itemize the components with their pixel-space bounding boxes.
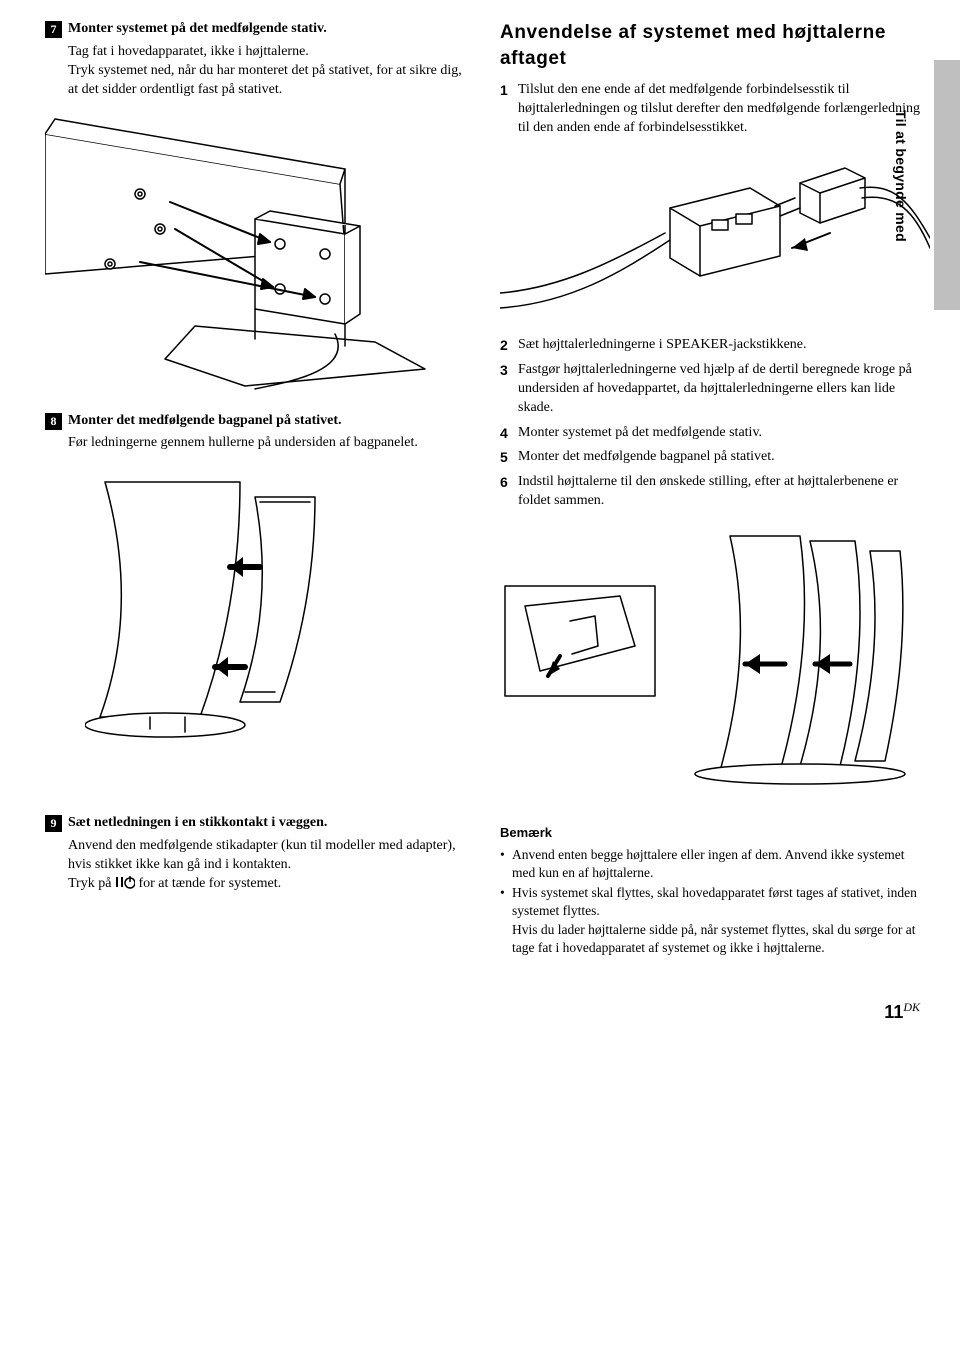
left-col-top: 7 Monter systemet på det medfølgende sta… xyxy=(45,20,465,804)
left-col-bottom: 9 Sæt netledningen i en stikkontakt i væ… xyxy=(45,814,465,959)
list-num-2: 2 xyxy=(500,336,508,355)
step9-body1: Anvend den medfølgende stikadapter (kun … xyxy=(68,837,465,875)
step8-title: Monter det medfølgende bagpanel på stati… xyxy=(68,412,342,431)
step7-body2: Tryk systemet ned, når du har monteret d… xyxy=(68,62,465,100)
top-row: 7 Monter systemet på det medfølgende sta… xyxy=(45,20,920,804)
list-item-2: 2 Sæt højttalerledningerne i SPEAKER-jack… xyxy=(500,336,930,355)
power-icon xyxy=(115,875,135,896)
step8-body: Før ledningerne gennem hullerne på under… xyxy=(68,434,465,453)
list-item-6: 6 Indstil højttalerne til den ønskede sti… xyxy=(500,473,930,511)
right-numbered-list-top: 1 Tilslut den ene ende af det medfølgende… xyxy=(500,81,930,138)
step9-body: Anvend den medfølgende stikadapter (kun … xyxy=(68,837,465,896)
step7-body: Tag fat i hovedapparatet, ikke i højttal… xyxy=(68,43,465,100)
step9-body2b: for at tænde for systemet. xyxy=(135,876,281,891)
step8-head: 8 Monter det medfølgende bagpanel på sta… xyxy=(45,412,465,431)
right-numbered-list-rest: 2 Sæt højttalerledningerne i SPEAKER-jack… xyxy=(500,336,930,511)
list-item-4: 4 Monter systemet på det medfølgende stat… xyxy=(500,424,930,443)
list-num-3: 3 xyxy=(500,361,508,380)
page: Til at begynde med 7 Monter systemet på … xyxy=(45,20,920,1024)
step7-body1: Tag fat i hovedapparatet, ikke i højttal… xyxy=(68,43,465,62)
list-num-5: 5 xyxy=(500,448,508,467)
list-text-5: Monter det medfølgende bagpanel på stati… xyxy=(518,449,775,464)
page-number-value: 11 xyxy=(884,1002,903,1022)
list-text-3: Fastgør højttalerledningerne ved hjælp a… xyxy=(518,362,912,415)
list-num-4: 4 xyxy=(500,424,508,443)
illustration-speaker-fold xyxy=(500,526,930,786)
list-item-3: 3 Fastgør højttalerledningerne ved hjælp … xyxy=(500,361,930,418)
step9-body2a: Tryk på xyxy=(68,876,115,891)
step8-body-text: Før ledningerne gennem hullerne på under… xyxy=(68,434,465,453)
list-item-1: 1 Tilslut den ene ende af det medfølgende… xyxy=(500,81,930,138)
illustration-back-panel xyxy=(85,467,405,747)
step8-number: 8 xyxy=(45,413,62,430)
step7-number: 7 xyxy=(45,21,62,38)
step7-title: Monter systemet på det medfølgende stati… xyxy=(68,20,327,39)
right-heading: Anvendelse af systemet med højttalerne a… xyxy=(500,20,930,71)
step9-number: 9 xyxy=(45,815,62,832)
illustration-stand-mount xyxy=(45,114,465,394)
note-heading: Bemærk xyxy=(500,824,920,842)
page-number-suffix: DK xyxy=(903,1000,920,1014)
list-num-6: 6 xyxy=(500,473,508,492)
list-num-1: 1 xyxy=(500,81,508,100)
right-col-bottom: Bemærk Anvend enten begge højttalere ell… xyxy=(500,814,920,959)
page-edge-tab xyxy=(934,60,960,310)
bottom-row: 9 Sæt netledningen i en stikkontakt i væ… xyxy=(45,814,920,959)
list-text-4: Monter systemet på det medfølgende stati… xyxy=(518,425,762,440)
list-text-6: Indstil højttalerne til den ønskede stil… xyxy=(518,474,898,508)
note-item-2: Hvis systemet skal flyttes, skal hovedap… xyxy=(500,884,920,957)
list-text-1: Tilslut den ene ende af det medfølgende … xyxy=(518,82,920,135)
step9-title: Sæt netledningen i en stikkontakt i vægg… xyxy=(68,814,327,833)
right-col-top: Anvendelse af systemet med højttalerne a… xyxy=(500,20,930,804)
list-text-2: Sæt højttalerledningerne i SPEAKER-jacks… xyxy=(518,337,807,352)
illustration-connector xyxy=(500,148,930,318)
page-number: 11DK xyxy=(45,999,920,1024)
note-item-1: Anvend enten begge højttalere eller inge… xyxy=(500,846,920,882)
note-list: Anvend enten begge højttalere eller inge… xyxy=(500,846,920,957)
step9-body2: Tryk på for at tænde for systemet. xyxy=(68,875,465,896)
list-item-5: 5 Monter det medfølgende bagpanel på stat… xyxy=(500,448,930,467)
step9-head: 9 Sæt netledningen i en stikkontakt i væ… xyxy=(45,814,465,833)
step7-head: 7 Monter systemet på det medfølgende sta… xyxy=(45,20,465,39)
